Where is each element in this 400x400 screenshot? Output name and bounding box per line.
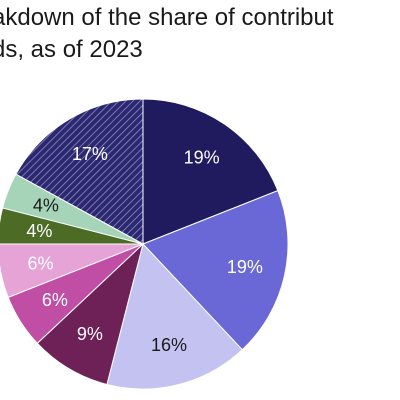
- pie-slice-9: [15, 98, 144, 245]
- slice-label-6: 6%: [27, 254, 53, 274]
- slice-label-4: 9%: [77, 324, 103, 344]
- chart-title: akdown of the share of contribut ds, as …: [0, 2, 400, 66]
- pie-slice-4: [36, 242, 144, 386]
- pie-slice-6: [0, 243, 144, 299]
- slice-label-7: 4%: [26, 221, 52, 241]
- slice-label-3: 16%: [151, 335, 187, 355]
- pie-slice-1: [142, 98, 279, 245]
- pie-slice-3: [106, 242, 243, 390]
- chart-title-line-1: akdown of the share of contribut: [0, 4, 334, 31]
- slice-label-5: 6%: [42, 290, 68, 310]
- chart-title-line-2: ds, as of 2023: [0, 36, 143, 63]
- slice-label-2: 19%: [227, 257, 263, 277]
- slice-label-9: 17%: [72, 144, 108, 164]
- pie-slice-2: [142, 189, 289, 351]
- slice-label-1: 19%: [184, 148, 220, 168]
- slice-label-8: 4%: [33, 196, 59, 216]
